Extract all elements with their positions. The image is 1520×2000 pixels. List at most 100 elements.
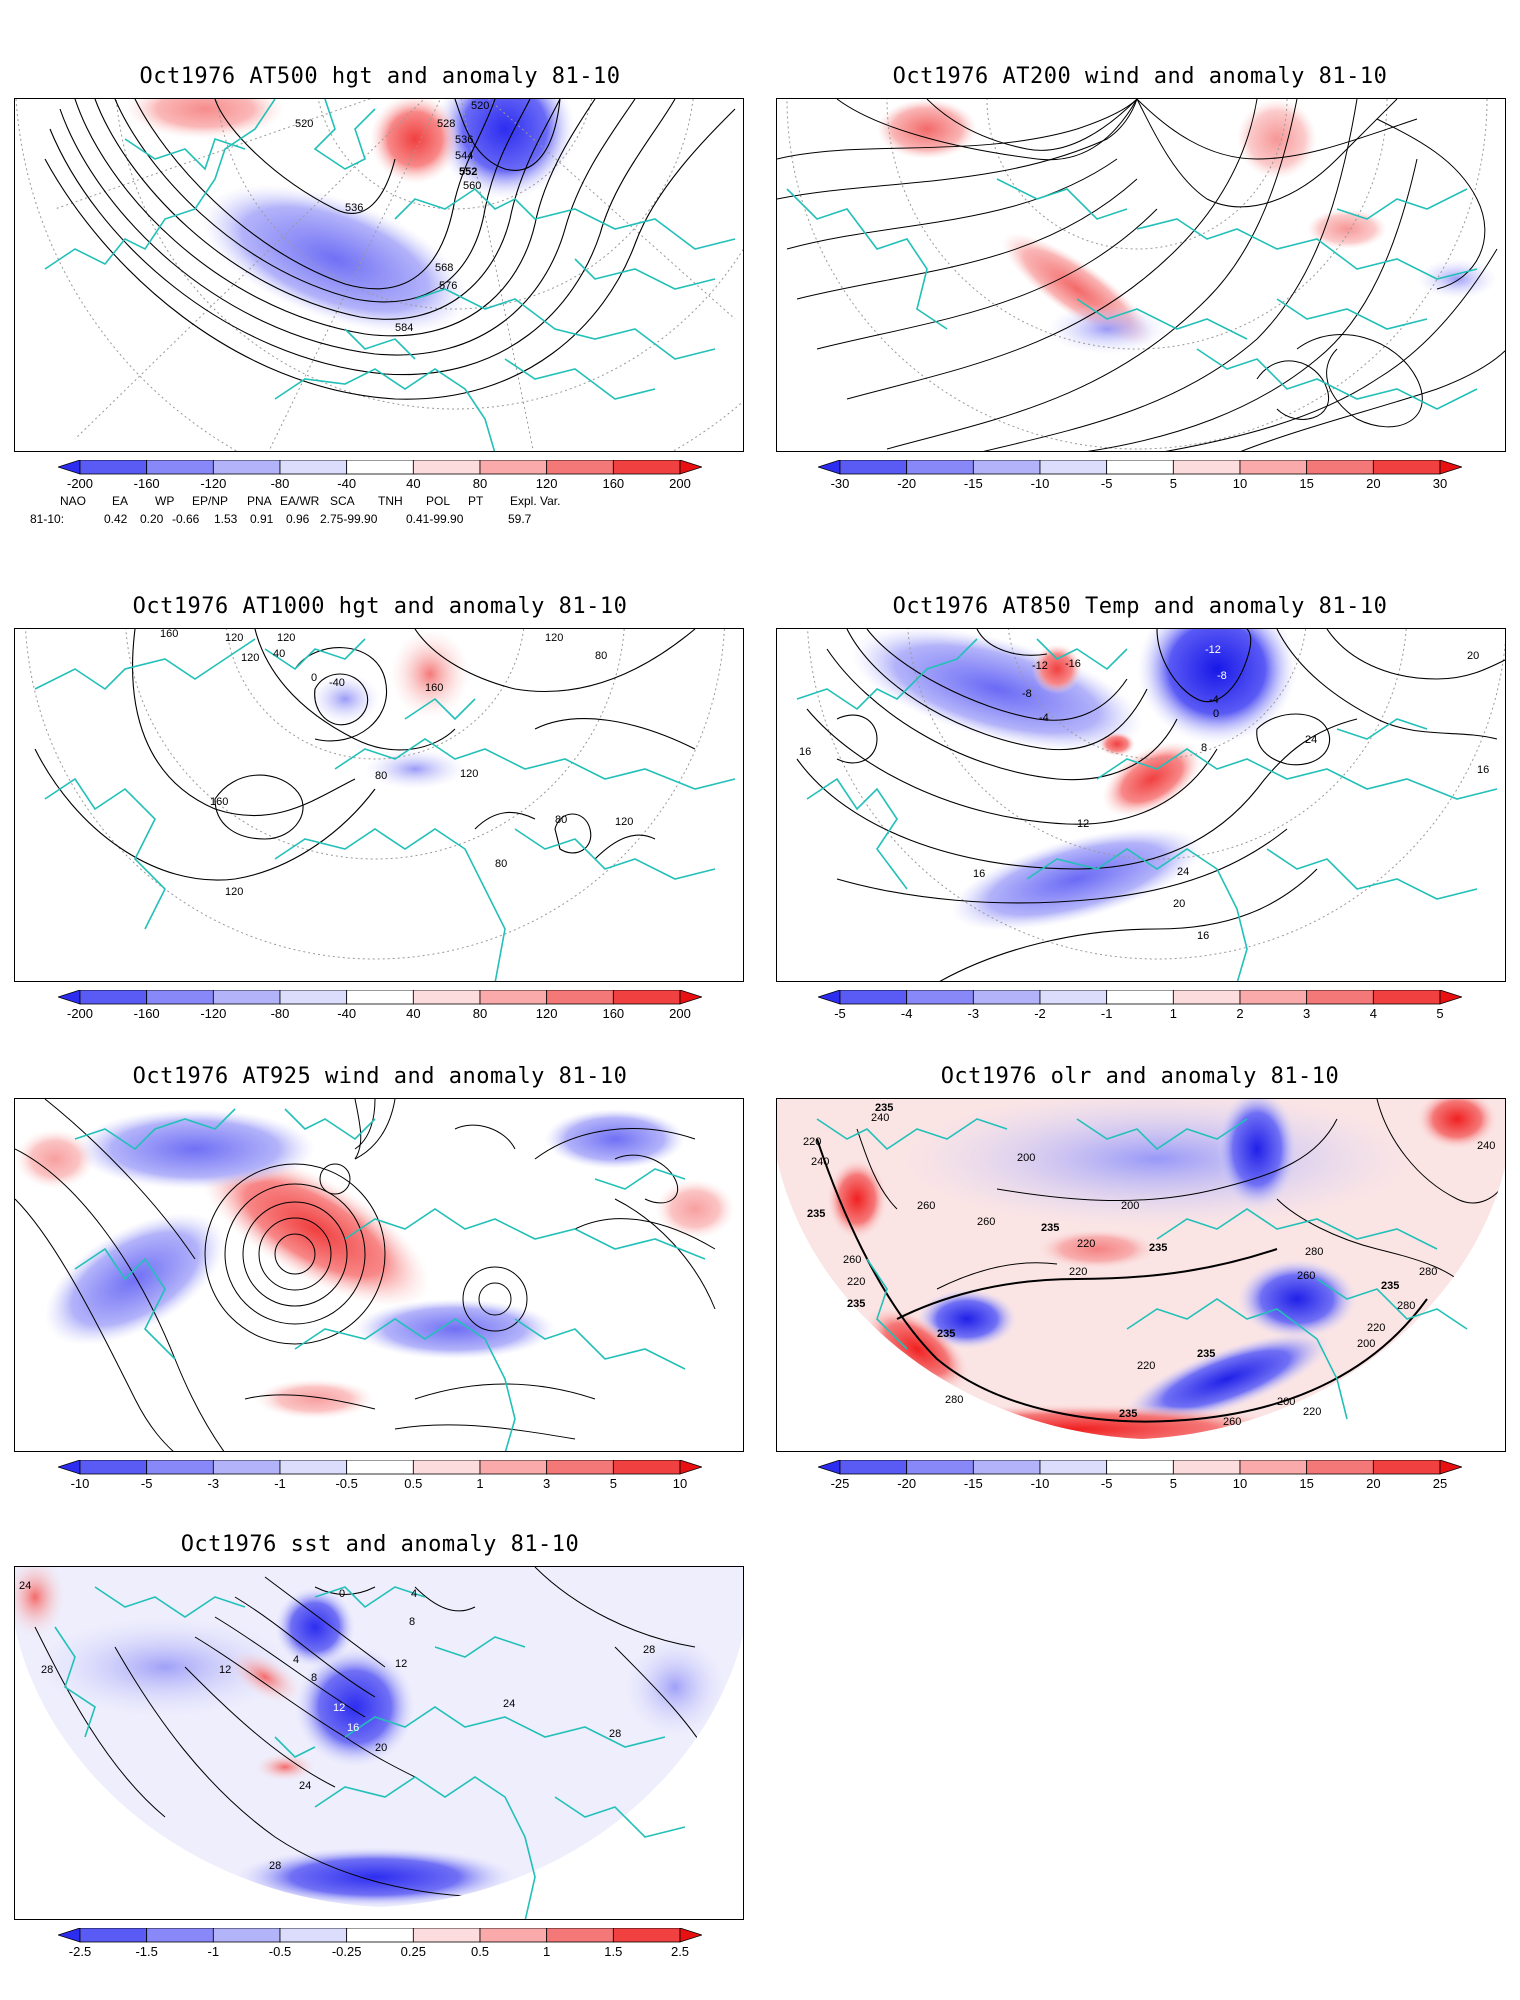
colorbar-swatch	[679, 459, 704, 475]
contour-label: 20	[1173, 898, 1185, 910]
index-value: 2.75-99.90	[320, 512, 378, 526]
colorbar-swatch	[612, 459, 681, 475]
colorbar-tick-label: 120	[535, 1006, 558, 1021]
contour-label: -4	[1209, 694, 1219, 706]
contour-label: 520	[295, 118, 313, 130]
index-value: 1.53	[214, 512, 238, 526]
panel-at200-wind: Oct1976 AT200 wind and anomaly 81-10	[760, 0, 1520, 500]
anomaly-high-shade	[15, 1567, 65, 1637]
map-plot: 235 220 240 235 260 200 220 200 235 220 …	[777, 1099, 1505, 1439]
colorbar-tick-label: 1	[1169, 1006, 1177, 1021]
colorbar-tick-label: 10	[1232, 1476, 1248, 1491]
teleconnection-indices: NAO EA WP EP/NP PNA EA/WR SCA TNH POL PT…	[0, 494, 760, 534]
colorbar-swatch	[612, 1927, 681, 1943]
contour-label: 4	[293, 1654, 299, 1666]
contour-label: 584	[395, 322, 413, 334]
colorbar-tick-label: 200	[669, 476, 691, 491]
index-value: -0.66	[172, 512, 200, 526]
colorbar-labels: -200 -160 -120 -80 -40 40 80 120 160 200	[58, 1006, 702, 1022]
contour-label: 220	[1303, 1406, 1321, 1418]
index-header: EA/WR	[280, 494, 320, 508]
panel-title: Oct1976 AT500 hgt and anomaly 81-10	[139, 64, 621, 89]
colorbar-swatch	[839, 1459, 908, 1475]
anomaly-high-shade	[1417, 1099, 1497, 1149]
colorbar-swatch	[679, 989, 704, 1005]
map-plot	[15, 1099, 735, 1451]
contour-label: 536	[345, 202, 363, 214]
map-frame: -12 -16 -8 -4 -12 -8 -4 0 8 24 20 16 16 …	[776, 628, 1506, 982]
anomaly-high-shade	[827, 1159, 887, 1239]
colorbar-tick-label: -40	[337, 1006, 357, 1021]
colorbar-tick-label: -15	[963, 476, 983, 491]
colorbar-swatch	[1306, 459, 1374, 475]
colorbar-swatch	[346, 459, 414, 475]
contour-label: 280	[945, 1394, 963, 1406]
index-header: NAO	[60, 494, 87, 508]
colorbar-tick-label: 4	[1369, 1006, 1377, 1021]
index-header: PNA	[247, 494, 272, 508]
colorbar-tick-label: -160	[133, 476, 160, 491]
index-header: SCA	[330, 494, 355, 508]
index-value: 0.41-99.90	[406, 512, 464, 526]
contour-label: 200	[1121, 1200, 1139, 1212]
colorbar-tick-label: -200	[66, 1006, 94, 1021]
anomaly-high-shade	[1037, 1229, 1157, 1269]
colorbar-tick-label: 25	[1432, 1476, 1448, 1491]
colorbar-tick-label: -0.5	[268, 1944, 292, 1959]
colorbar-swatch	[1039, 459, 1108, 475]
anomaly-high-shade	[864, 1306, 970, 1392]
map-frame: 160 120 120 120 40 0 -40 160 120 160 80 …	[14, 628, 744, 982]
colorbar-swatch	[906, 1459, 974, 1475]
anomaly-low-shade	[75, 1109, 315, 1189]
colorbar-swatch	[1172, 1459, 1241, 1475]
colorbar	[56, 459, 704, 475]
graticule	[25, 629, 725, 960]
anomaly-high-shade	[1032, 644, 1082, 694]
map-plot: -12 -16 -8 -4 -12 -8 -4 0 8 24 20 16 16 …	[796, 629, 1505, 981]
colorbar-swatch	[79, 459, 148, 475]
anomaly-low-shade	[625, 1637, 725, 1737]
anomaly-low-shade	[951, 827, 1203, 931]
colorbar-tick-label: 5	[1436, 1006, 1444, 1021]
colorbar-tick-label: -20	[897, 476, 917, 491]
contour-label: 24	[1177, 866, 1189, 878]
colorbar-tick-label: 2.5	[670, 1944, 690, 1959]
anomaly-high-shade	[255, 1379, 375, 1419]
colorbar-tick-label: 2	[1236, 1006, 1244, 1021]
contour-label: 80	[595, 650, 607, 662]
colorbar-tick-label: -25	[830, 1476, 850, 1491]
colorbar	[816, 989, 1464, 1005]
colorbar-tick-label: 10	[1232, 476, 1248, 491]
contour-label: 528	[437, 118, 455, 130]
sst-contours	[34, 1567, 716, 1898]
colorbar-tick-label: 80	[472, 476, 488, 491]
map-plot	[777, 99, 1505, 451]
colorbar-tick-label: 1	[543, 1944, 551, 1959]
colorbar-tick-label: 3	[543, 1476, 551, 1491]
contour-label: 240	[871, 1112, 889, 1124]
index-header: TNH	[378, 494, 403, 508]
streamlines	[777, 99, 1505, 451]
colorbar-tick-label: 40	[406, 1006, 421, 1021]
contour-label: 260	[843, 1254, 861, 1266]
colorbar-tick-label: -0.25	[331, 1944, 362, 1959]
colorbar-swatch	[816, 459, 841, 475]
contour-label: 235	[1197, 1348, 1215, 1360]
contour-label-group: -12 -16 -8 -4 -12 -8 -4 0 8 24 20 16 16 …	[799, 644, 1489, 942]
contour-label: 235	[1149, 1242, 1167, 1254]
colorbar	[816, 459, 1464, 475]
colorbar	[56, 1459, 704, 1475]
colorbar-swatch	[1239, 459, 1308, 475]
anomaly-low-shade	[1047, 304, 1167, 354]
colorbar-tick-label: -1	[1100, 1006, 1113, 1021]
contour-label: 16	[799, 746, 811, 758]
anomaly-low-shade	[851, 629, 1143, 751]
colorbar-swatch	[679, 1927, 704, 1943]
height-contours	[34, 629, 696, 881]
colorbar-swatch	[146, 459, 214, 475]
colorbar-tick-label: 160	[602, 1006, 625, 1021]
colorbar-tick-label: 1.5	[604, 1944, 623, 1959]
colorbar-tick-label: -0.5	[335, 1476, 358, 1491]
colorbar-labels: -5 -4 -3 -2 -1 1 2 3 4 5	[818, 1006, 1462, 1022]
contour-label: 0	[1213, 708, 1219, 720]
